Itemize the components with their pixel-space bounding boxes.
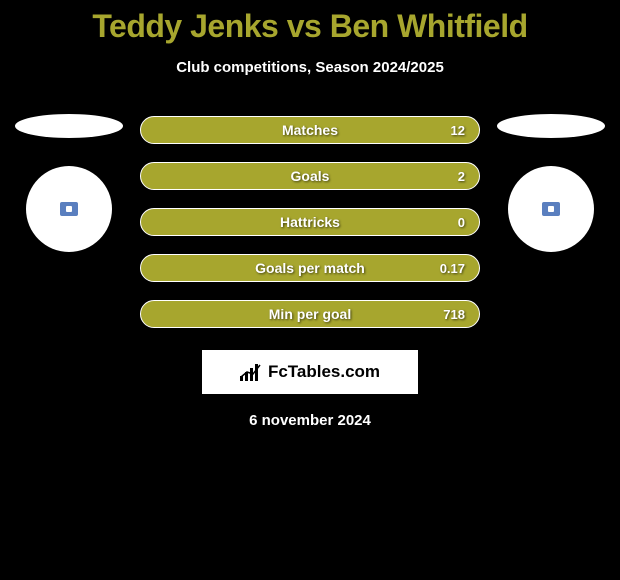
brand-text: FcTables.com (268, 362, 380, 382)
date-text: 6 november 2024 (0, 412, 620, 429)
placeholder-image-icon (60, 202, 78, 216)
stat-right-value: 2 (458, 169, 465, 184)
brand-box[interactable]: FcTables.com (202, 350, 418, 394)
stat-row: Goals 2 (140, 162, 480, 190)
comparison-row: Matches 12 Goals 2 Hattricks 0 Goals per… (0, 114, 620, 328)
stat-right-value: 0.17 (440, 261, 465, 276)
stat-row: Hattricks 0 (140, 208, 480, 236)
stat-label: Hattricks (280, 214, 340, 230)
stat-right-value: 12 (451, 123, 465, 138)
stat-label: Goals (291, 168, 330, 184)
player-left-col (14, 114, 124, 252)
player-right-col (496, 114, 606, 252)
player-right-banner (497, 114, 605, 138)
stat-row: Min per goal 718 (140, 300, 480, 328)
stat-label: Matches (282, 122, 338, 138)
stat-label: Min per goal (269, 306, 351, 322)
stat-right-value: 718 (443, 307, 465, 322)
player-right-avatar (508, 166, 594, 252)
brand-chart-icon (240, 363, 262, 381)
stats-column: Matches 12 Goals 2 Hattricks 0 Goals per… (140, 114, 480, 328)
player-left-banner (15, 114, 123, 138)
placeholder-image-icon (542, 202, 560, 216)
stat-row: Matches 12 (140, 116, 480, 144)
page-title: Teddy Jenks vs Ben Whitfield (0, 0, 620, 45)
player-left-avatar (26, 166, 112, 252)
stat-label: Goals per match (255, 260, 365, 276)
stat-row: Goals per match 0.17 (140, 254, 480, 282)
stat-right-value: 0 (458, 215, 465, 230)
subtitle: Club competitions, Season 2024/2025 (0, 59, 620, 76)
